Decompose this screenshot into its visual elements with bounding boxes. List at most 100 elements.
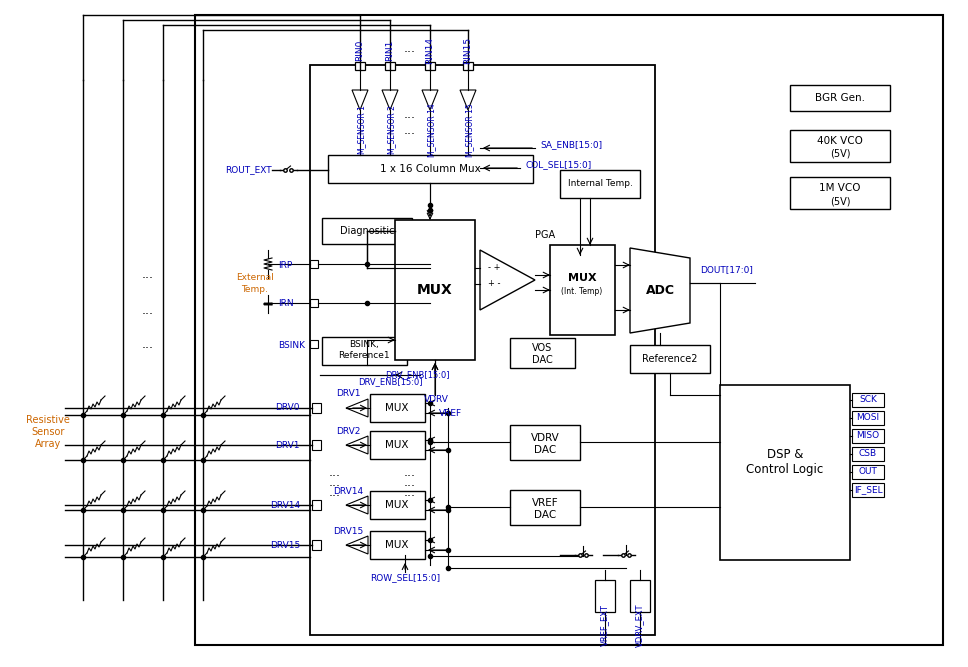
- Text: M_SENSOR 15: M_SENSOR 15: [466, 103, 474, 157]
- Bar: [370, 531, 425, 559]
- Text: DRV15: DRV15: [270, 540, 300, 550]
- Text: DRV0: DRV0: [276, 404, 300, 412]
- Text: MUX: MUX: [385, 540, 408, 550]
- Bar: [852, 447, 884, 461]
- Bar: [720, 385, 850, 560]
- Text: External: External: [236, 273, 274, 283]
- Text: DRV15: DRV15: [333, 526, 363, 536]
- Text: ...: ...: [142, 338, 154, 352]
- Bar: [385, 62, 395, 70]
- Polygon shape: [382, 90, 398, 110]
- Text: DRV_ENB[15:0]: DRV_ENB[15:0]: [358, 378, 422, 386]
- Text: SCK: SCK: [859, 396, 877, 404]
- Text: VDRV_EXT: VDRV_EXT: [636, 603, 645, 647]
- Text: M_SENSOR 2: M_SENSOR 2: [387, 105, 397, 155]
- Text: MUX: MUX: [567, 273, 596, 283]
- Bar: [852, 411, 884, 425]
- Bar: [310, 299, 318, 307]
- Text: ...: ...: [404, 123, 416, 137]
- Text: 1 x 16 Column Mux: 1 x 16 Column Mux: [379, 164, 480, 174]
- Bar: [312, 403, 321, 413]
- Bar: [395, 220, 475, 360]
- Text: PGA: PGA: [535, 230, 555, 240]
- Text: MOSI: MOSI: [857, 414, 880, 422]
- Polygon shape: [480, 250, 535, 310]
- Text: 1M VCO: 1M VCO: [819, 183, 861, 193]
- Text: (Int. Temp): (Int. Temp): [561, 287, 603, 297]
- Polygon shape: [346, 496, 368, 514]
- Text: DRV14: DRV14: [270, 500, 300, 510]
- Text: (5V): (5V): [830, 196, 850, 206]
- Text: ADC: ADC: [646, 283, 675, 297]
- Text: DAC: DAC: [534, 445, 557, 455]
- Bar: [310, 340, 318, 348]
- Bar: [790, 177, 890, 209]
- Bar: [310, 65, 655, 635]
- Text: VREF: VREF: [439, 408, 462, 418]
- Text: ROUT_EXT: ROUT_EXT: [226, 165, 272, 175]
- Text: BSINK,: BSINK,: [349, 340, 378, 350]
- Bar: [510, 490, 580, 525]
- Text: OUT: OUT: [859, 468, 877, 476]
- Bar: [370, 491, 425, 519]
- Text: SA_ENB[15:0]: SA_ENB[15:0]: [540, 141, 602, 149]
- Text: DRV1: DRV1: [336, 390, 360, 398]
- Text: VREF_EXT: VREF_EXT: [600, 604, 610, 646]
- Bar: [790, 130, 890, 162]
- Text: MUX: MUX: [385, 500, 408, 510]
- Polygon shape: [346, 536, 368, 554]
- Text: CSB: CSB: [859, 450, 877, 458]
- Polygon shape: [346, 399, 368, 417]
- Text: (5V): (5V): [830, 149, 850, 159]
- Text: MUX: MUX: [385, 403, 408, 413]
- Bar: [630, 580, 650, 612]
- Text: DRV14: DRV14: [333, 486, 363, 496]
- Bar: [322, 218, 412, 244]
- Text: 40K VCO: 40K VCO: [817, 136, 862, 146]
- Text: VOS: VOS: [531, 343, 552, 353]
- Text: ...: ...: [329, 486, 341, 500]
- Text: BSINK: BSINK: [278, 340, 305, 350]
- Bar: [550, 245, 615, 335]
- Text: RIN1: RIN1: [385, 39, 395, 61]
- Text: Array: Array: [35, 439, 61, 449]
- Text: Internal Temp.: Internal Temp.: [567, 179, 632, 189]
- Bar: [560, 170, 640, 198]
- Bar: [355, 62, 365, 70]
- Text: VDRV: VDRV: [424, 396, 448, 404]
- Text: DAC: DAC: [531, 355, 553, 365]
- Text: + -: + -: [488, 279, 500, 289]
- Text: Control Logic: Control Logic: [746, 464, 824, 476]
- Text: ...: ...: [329, 466, 341, 480]
- Text: VREF: VREF: [531, 498, 559, 508]
- Bar: [852, 465, 884, 479]
- Bar: [312, 540, 321, 550]
- Bar: [510, 425, 580, 460]
- Text: MUX: MUX: [417, 283, 453, 297]
- Text: Temp.: Temp.: [242, 285, 268, 295]
- Bar: [510, 338, 575, 368]
- Text: MISO: MISO: [857, 432, 880, 440]
- Bar: [370, 394, 425, 422]
- Bar: [463, 62, 473, 70]
- Text: ROW_SEL[15:0]: ROW_SEL[15:0]: [370, 574, 440, 582]
- Bar: [370, 431, 425, 459]
- Bar: [790, 85, 890, 111]
- Bar: [312, 440, 321, 450]
- Polygon shape: [346, 436, 368, 454]
- Polygon shape: [630, 248, 690, 333]
- Text: M_SENSOR 14: M_SENSOR 14: [428, 103, 437, 157]
- Bar: [630, 345, 710, 373]
- Bar: [425, 62, 435, 70]
- Bar: [852, 393, 884, 407]
- Bar: [852, 483, 884, 497]
- Text: RIN15: RIN15: [464, 37, 472, 63]
- Text: VDRV: VDRV: [530, 433, 560, 443]
- Text: DRV_ENB[15:0]: DRV_ENB[15:0]: [384, 370, 449, 380]
- Text: Reference2: Reference2: [642, 354, 698, 364]
- Text: ...: ...: [404, 486, 416, 500]
- Text: Diagnositic: Diagnositic: [340, 226, 394, 236]
- Text: DRV1: DRV1: [276, 440, 300, 450]
- Text: ...: ...: [404, 466, 416, 480]
- Text: ...: ...: [142, 269, 154, 281]
